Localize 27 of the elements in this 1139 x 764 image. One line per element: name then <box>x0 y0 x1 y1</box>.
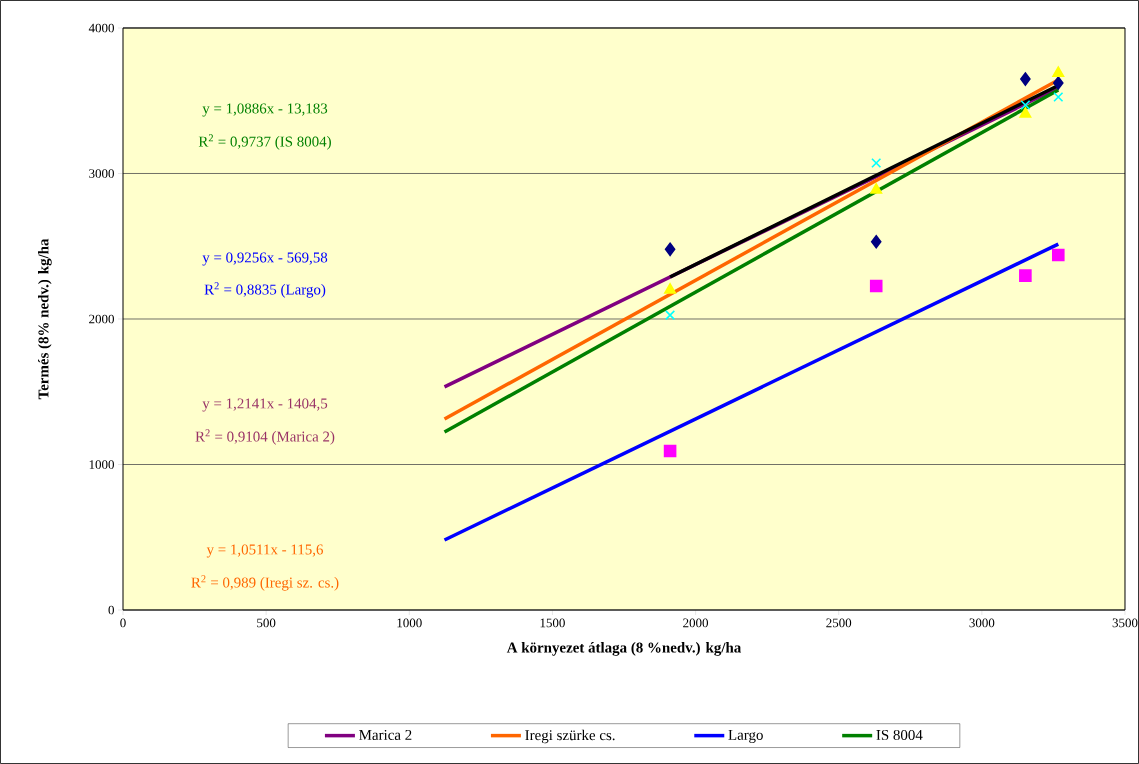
x-tick-label: 500 <box>257 618 276 628</box>
y-tick-label: 1000 <box>89 460 114 469</box>
x-tick-label: 1500 <box>540 618 565 628</box>
annotation: R$^{2}$ = 0,9104 (Marica 2) <box>195 429 335 445</box>
legend-label: Marica 2 <box>359 729 412 740</box>
x-tick-label: 1000 <box>397 618 422 628</box>
annotation: R$^{2}$ = 0,9737 (IS 8004) <box>198 134 331 150</box>
annotation: y = 1,0511x - 115,6 <box>206 544 324 558</box>
y-tick-label: 4000 <box>88 23 114 33</box>
x-tick-label: 3500 <box>1112 618 1138 628</box>
legend-label: IS 8004 <box>876 729 923 740</box>
annotation: R$^{2}$ = 0,989 (Iregi sz. cs.) <box>191 575 339 591</box>
legend-label: Largo <box>728 729 763 743</box>
annotation: y = 0,9256x - 569,58 <box>202 252 328 266</box>
annotation: R$^{2}$ = 0,8835 (Largo) <box>204 282 326 298</box>
x-tick-label: 0 <box>120 618 126 628</box>
x-tick-label: 3000 <box>969 618 995 628</box>
y-axis-title: Termés (8% nedv.) kg/ha <box>38 238 52 400</box>
annotation: y = 1,0886x - 13,183 <box>202 103 328 117</box>
legend-label: Iregi szürke cs. <box>525 729 615 744</box>
x-tick-label: 2000 <box>683 618 709 628</box>
x-tick-label: 2500 <box>826 618 852 628</box>
y-tick-label: 3000 <box>89 169 114 178</box>
annotation: y = 1,2141x - 1404,5 <box>202 398 328 412</box>
x-axis-title: A környezet átlaga (8 %nedv.) kg/ha <box>506 642 742 656</box>
y-tick-label: 0 <box>108 605 114 615</box>
y-tick-label: 2000 <box>89 314 114 324</box>
